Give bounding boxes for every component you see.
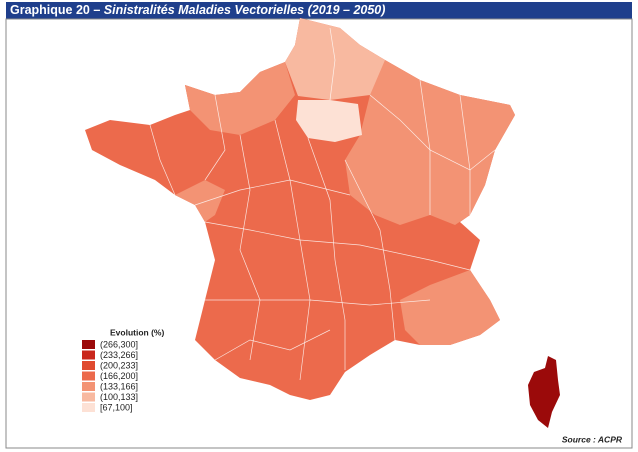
region — [528, 356, 560, 428]
legend-swatch — [82, 371, 95, 381]
legend-label: (266,300] — [100, 339, 138, 349]
legend-swatch — [82, 382, 95, 391]
frame — [5, 18, 633, 449]
legend-swatch — [82, 361, 95, 370]
region — [296, 100, 362, 142]
region — [345, 45, 515, 225]
title-prefix: Graphique 20 – — [10, 3, 104, 17]
header: Graphique 20 – Sinistralités Maladies Ve… — [6, 2, 632, 19]
source: Source : ACPR — [562, 434, 623, 444]
legend-label: (133,166] — [100, 381, 138, 391]
title-main: Sinistralités Maladies Vectorielles (201… — [103, 3, 386, 17]
legend-label: (200,233] — [100, 360, 138, 370]
legend-swatch — [82, 403, 95, 412]
region — [185, 62, 295, 135]
legend-swatch — [82, 350, 95, 360]
legend-swatch — [82, 340, 95, 349]
legend-label: (100,133] — [100, 392, 138, 402]
legend-label: (233,266] — [100, 350, 138, 360]
region — [400, 270, 500, 345]
region — [175, 180, 225, 222]
legend-swatch — [82, 392, 95, 402]
legend-label: [67,100] — [100, 402, 133, 412]
legend-label: (166,200] — [100, 371, 138, 381]
legend: (266,300](233,266](200,233](166,200](133… — [82, 339, 138, 412]
department-borders — [149, 27, 496, 381]
legend-title: Evolution (%) — [110, 327, 164, 337]
